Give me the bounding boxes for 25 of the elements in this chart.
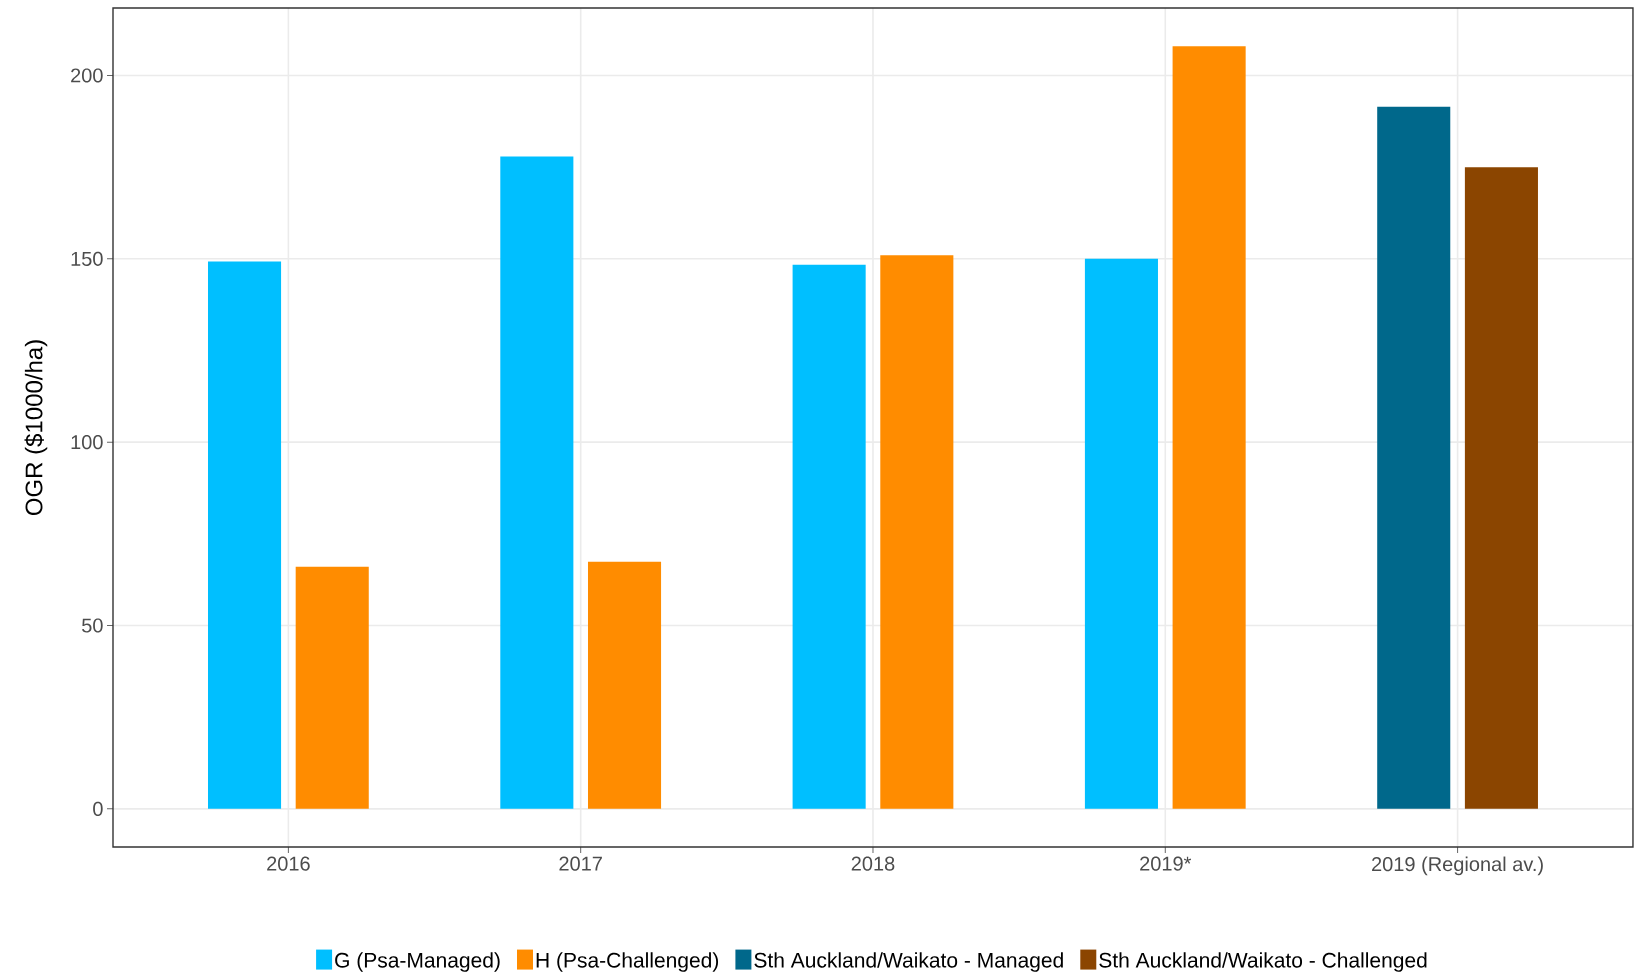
legend-label: G (Psa-Managed) bbox=[335, 952, 500, 972]
y-tick-label: 100 bbox=[71, 435, 103, 450]
x-tick-label: 2017 bbox=[559, 856, 602, 871]
bar bbox=[208, 261, 282, 809]
x-tick-label: 2019* bbox=[1140, 856, 1192, 871]
x-tick-label: 2019 (Regional av.) bbox=[1372, 856, 1543, 876]
bar bbox=[587, 561, 662, 809]
y-tick-label: 50 bbox=[82, 618, 103, 633]
bar bbox=[880, 255, 954, 809]
bar bbox=[792, 264, 866, 809]
legend-label: H (Psa-Challenged) bbox=[536, 952, 719, 972]
x-tick-label: 2016 bbox=[267, 856, 310, 871]
bar bbox=[1172, 46, 1246, 809]
legend-label: Sth Auckland/Waikato - Challenged bbox=[1099, 952, 1427, 972]
bar bbox=[1084, 258, 1158, 809]
y-axis-title: OGR ($1000/ha) bbox=[24, 340, 48, 516]
y-tick-label: 200 bbox=[71, 68, 103, 83]
bar bbox=[1377, 106, 1451, 809]
y-tick-label: 0 bbox=[93, 801, 103, 816]
x-tick-label: 2018 bbox=[851, 856, 895, 871]
bar bbox=[500, 156, 574, 809]
y-tick-label: 150 bbox=[71, 251, 103, 266]
bar bbox=[295, 566, 369, 809]
legend-label: Sth Auckland/Waikato - Managed bbox=[754, 952, 1063, 972]
bar bbox=[1464, 167, 1538, 809]
